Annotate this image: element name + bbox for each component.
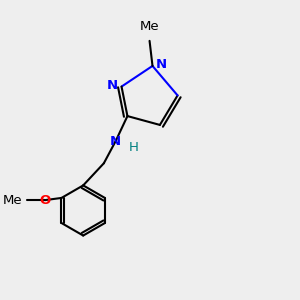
- Text: N: N: [107, 79, 118, 92]
- Text: H: H: [128, 141, 138, 154]
- Text: O: O: [39, 194, 50, 207]
- Text: Me: Me: [140, 20, 159, 34]
- Text: N: N: [156, 58, 167, 71]
- Text: Me: Me: [3, 194, 23, 207]
- Text: N: N: [110, 135, 121, 148]
